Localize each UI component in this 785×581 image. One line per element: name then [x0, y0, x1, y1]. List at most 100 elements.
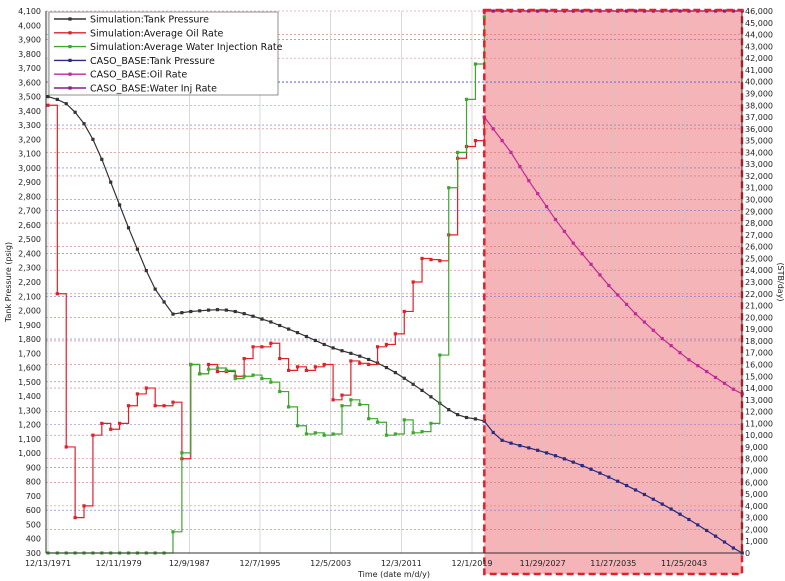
series-marker-3	[616, 479, 620, 483]
series-marker-1	[153, 404, 157, 408]
series-marker-3	[580, 463, 584, 468]
series-marker-0	[109, 180, 113, 184]
y-tick-label-left: 1,000	[18, 449, 41, 458]
y-tick-label-left: 1,100	[18, 435, 41, 444]
series-marker-4	[625, 302, 629, 306]
series-marker-0	[411, 382, 415, 386]
series-marker-5	[536, 9, 540, 13]
y-tick-label-left: 2,700	[18, 207, 41, 216]
series-marker-3	[536, 448, 540, 452]
series-marker-1	[64, 445, 68, 449]
y-tick-label-left: 900	[26, 463, 41, 472]
series-marker-0	[242, 312, 246, 316]
series-marker-1	[313, 365, 317, 369]
series-marker-2	[340, 404, 344, 408]
y-tick-label-right: 9,000	[745, 443, 768, 452]
series-marker-5	[589, 9, 593, 13]
series-marker-3	[553, 454, 558, 458]
series-marker-2	[402, 418, 406, 422]
series-marker-3	[625, 483, 629, 488]
series-marker-3	[527, 446, 531, 450]
y-tick-label-left: 400	[26, 535, 41, 544]
y-tick-label-left: 2,200	[18, 278, 41, 287]
series-marker-0	[322, 342, 326, 347]
series-marker-2	[233, 377, 237, 381]
series-marker-0	[384, 365, 389, 370]
series-marker-4	[589, 262, 593, 266]
series-marker-1	[215, 369, 220, 374]
series-marker-2	[482, 15, 486, 19]
series-marker-4	[651, 328, 655, 332]
series-marker-0	[171, 312, 175, 316]
series-marker-1	[384, 342, 389, 347]
series-marker-1	[295, 365, 300, 369]
series-marker-0	[340, 349, 344, 353]
series-marker-1	[242, 356, 246, 361]
x-tick-label: 11/29/2027	[520, 559, 566, 568]
series-marker-4	[616, 293, 620, 297]
series-marker-3	[500, 438, 504, 442]
y-tick-label-right: 37,000	[745, 113, 773, 122]
series-marker-2	[456, 150, 460, 154]
y-tick-label-right: 42,000	[745, 54, 773, 63]
y-tick-label-left: 1,900	[18, 321, 41, 330]
series-marker-4	[571, 241, 575, 245]
x-axis-label: Time (date m/d/y)	[357, 570, 430, 579]
axis-layer: 300 400 500 600 700 800 900 1,000 1,100 1,200 1,30…	[4, 7, 785, 579]
y-tick-label-left: 1,700	[18, 349, 41, 358]
y-tick-label-left: 2,000	[18, 307, 41, 316]
y-tick-label-right: 15,000	[745, 372, 773, 381]
y-tick-label-left: 3,500	[18, 93, 41, 102]
series-marker-1	[73, 516, 77, 520]
series-marker-1	[420, 256, 424, 261]
series-marker-1	[429, 258, 433, 262]
series-marker-1	[144, 386, 148, 390]
y-tick-label-left: 3,800	[18, 50, 41, 59]
series-marker-4	[536, 192, 540, 196]
series-marker-2	[304, 432, 309, 436]
y-tick-label-left: 2,400	[18, 249, 41, 258]
series-marker-0	[55, 97, 59, 102]
y-tick-label-right: 25,000	[745, 254, 773, 263]
series-marker-3	[651, 497, 655, 501]
y-tick-label-right: 19,000	[745, 325, 773, 334]
series-marker-0	[260, 317, 264, 321]
series-marker-1	[304, 368, 309, 372]
y-tick-label-left: 4,100	[18, 7, 41, 16]
series-marker-3	[633, 488, 638, 492]
series-marker-2	[251, 373, 255, 377]
y-tick-label-right: 28,000	[745, 219, 773, 228]
series-marker-0	[135, 247, 139, 251]
y-tick-label-right: 38,000	[745, 101, 773, 110]
y-tick-label-right: 6,000	[745, 478, 768, 487]
y-tick-label-right: 45,000	[745, 19, 773, 28]
series-marker-2	[171, 530, 175, 534]
series-marker-1	[269, 341, 273, 345]
series-marker-1	[278, 356, 282, 361]
series-marker-2	[287, 405, 291, 409]
series-marker-1	[438, 259, 442, 263]
series-marker-3	[598, 471, 602, 475]
series-marker-0	[118, 203, 122, 207]
y-tick-label-left: 3,600	[18, 78, 41, 87]
series-marker-2	[384, 433, 389, 437]
y-tick-label-left: 2,900	[18, 178, 41, 187]
y-tick-label-left: 2,500	[18, 235, 41, 244]
y-tick-label-right: 27,000	[745, 231, 773, 240]
legend-label: CASO_BASE:Water Inj Rate	[90, 84, 217, 95]
series-marker-0	[278, 323, 282, 328]
series-marker-2	[367, 417, 371, 421]
series-marker-1	[171, 400, 175, 404]
y-tick-label-right: 17,000	[745, 349, 773, 358]
series-marker-1	[260, 345, 264, 349]
series-marker-0	[224, 308, 228, 312]
series-marker-4	[660, 336, 664, 341]
series-marker-2	[438, 353, 442, 357]
y-tick-label-left: 600	[26, 506, 41, 515]
series-marker-0	[206, 308, 211, 312]
series-marker-1	[411, 280, 415, 284]
series-marker-2	[429, 421, 433, 425]
series-marker-4	[642, 320, 647, 324]
series-marker-4	[678, 351, 682, 355]
